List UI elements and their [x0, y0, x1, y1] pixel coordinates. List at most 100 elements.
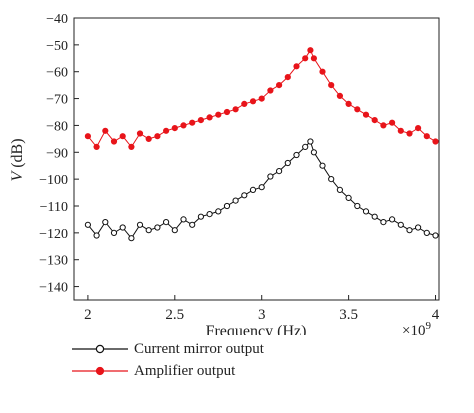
series-0-point: [206, 211, 213, 218]
x-axis-exponent-power: 9: [425, 320, 431, 332]
y-tick-label: −80: [46, 119, 68, 134]
series-1-point: [145, 135, 152, 142]
x-tick-label: 3: [258, 307, 266, 323]
x-tick-label: 3.5: [339, 307, 358, 323]
series-0-point: [307, 138, 314, 145]
y-tick-label: −110: [40, 200, 68, 215]
x-axis-exponent: ×109: [402, 320, 431, 335]
series-1-point: [84, 133, 92, 140]
series-0-point: [102, 219, 109, 226]
y-tick-label: −100: [39, 173, 68, 188]
y-axis-label-symbol: V: [9, 170, 26, 182]
series-1-point: [293, 63, 300, 70]
series-1-point: [380, 122, 387, 129]
series-0-point: [328, 176, 335, 183]
series-1-point: [302, 55, 309, 62]
x-axis-label: Frequency (Hz): [206, 323, 307, 335]
series-1-point: [310, 55, 317, 62]
x-tick-label: 2.5: [165, 307, 184, 323]
series-0-point: [415, 224, 422, 231]
series-0-point: [215, 208, 222, 215]
y-axis-label: V (dB): [9, 138, 26, 181]
series-0-point: [249, 186, 257, 193]
series-0-point: [432, 232, 439, 239]
series-0-point: [145, 227, 152, 234]
series-0-point: [397, 221, 404, 228]
series-1-point: [362, 111, 370, 118]
series-0-point: [119, 224, 126, 231]
x-axis-exponent-base: ×10: [402, 323, 425, 335]
series-1-point: [354, 106, 361, 113]
legend-label-current-mirror: Current mirror output: [134, 341, 264, 357]
series-1-point: [223, 108, 231, 116]
series-1-point: [128, 143, 135, 150]
series-0-point: [389, 216, 396, 223]
series-1-point: [136, 130, 144, 137]
y-axis-label-unit: (dB): [9, 138, 26, 171]
series-1-point: [423, 133, 430, 140]
series-0-point: [380, 219, 387, 226]
series-0-point: [354, 202, 361, 210]
series-1-point: [119, 133, 126, 140]
series-1-point: [276, 82, 283, 89]
y-tick-label: −90: [46, 146, 68, 161]
y-tick-label: −130: [39, 254, 68, 269]
series-1-point: [232, 106, 239, 113]
series-0-point: [128, 235, 135, 242]
series-0-point: [267, 173, 274, 180]
x-tick-label: 4: [432, 307, 440, 323]
series-1-point: [319, 68, 326, 75]
series-1-point: [154, 133, 161, 140]
series-1-point: [345, 100, 352, 108]
series-1-point: [215, 111, 222, 118]
series-0-point: [241, 192, 248, 199]
series-0-point: [406, 227, 413, 234]
series-1-point: [432, 138, 439, 145]
series-1-point: [206, 114, 213, 121]
series-0-point: [136, 221, 144, 228]
series-0-point: [319, 162, 326, 169]
series-1-point: [171, 125, 178, 132]
series-1-point: [415, 125, 422, 132]
series-0-point: [423, 229, 430, 236]
series-0-point: [232, 197, 239, 204]
tick-layer: 2 2.5 3 3.5 4 −40 −50 −60 −70 −80 −90 −100 −110 −120 −…: [39, 12, 440, 323]
plot-frame: [73, 17, 440, 301]
series-1-point: [336, 92, 343, 100]
series-0-point: [180, 216, 187, 223]
series-0-point: [197, 213, 204, 220]
series-0-point: [93, 232, 100, 239]
series-1-point: [110, 138, 118, 145]
y-tick-label: −60: [46, 66, 68, 81]
series-0-point: [362, 208, 370, 215]
series-layer: [84, 47, 439, 242]
series-0-point: [336, 186, 343, 193]
series-0-point: [110, 229, 118, 236]
y-tick-label: −40: [46, 12, 68, 27]
series-1-point: [258, 95, 265, 102]
y-tick-label: −70: [46, 93, 68, 108]
chart: 2 2.5 3 3.5 4 −40 −50 −60 −70 −80 −90 −100 −110 −120 −…: [9, 12, 440, 335]
series-0-point: [258, 184, 265, 191]
series-1-point: [389, 119, 396, 126]
series-1-point: [180, 122, 187, 129]
series-1-point: [307, 47, 314, 54]
series-0-point: [163, 219, 170, 226]
series-0-point: [284, 159, 291, 167]
series-0-point: [223, 202, 231, 210]
series-0-point: [276, 168, 283, 175]
series-1-point: [93, 143, 100, 150]
series-1-point: [102, 127, 109, 134]
series-1-point: [267, 87, 274, 94]
series-0-point: [310, 149, 317, 156]
series-1-point: [249, 98, 257, 105]
series-0-point: [189, 221, 196, 228]
series-1-point: [197, 117, 204, 124]
series-1-point: [371, 117, 378, 124]
series-0-point: [154, 224, 161, 231]
legend-swatch-current-mirror: [72, 344, 128, 354]
legend-swatch-amplifier: [72, 366, 128, 376]
series-1-point: [397, 127, 404, 134]
series-1-point: [163, 127, 170, 134]
y-tick-label: −50: [46, 39, 68, 54]
